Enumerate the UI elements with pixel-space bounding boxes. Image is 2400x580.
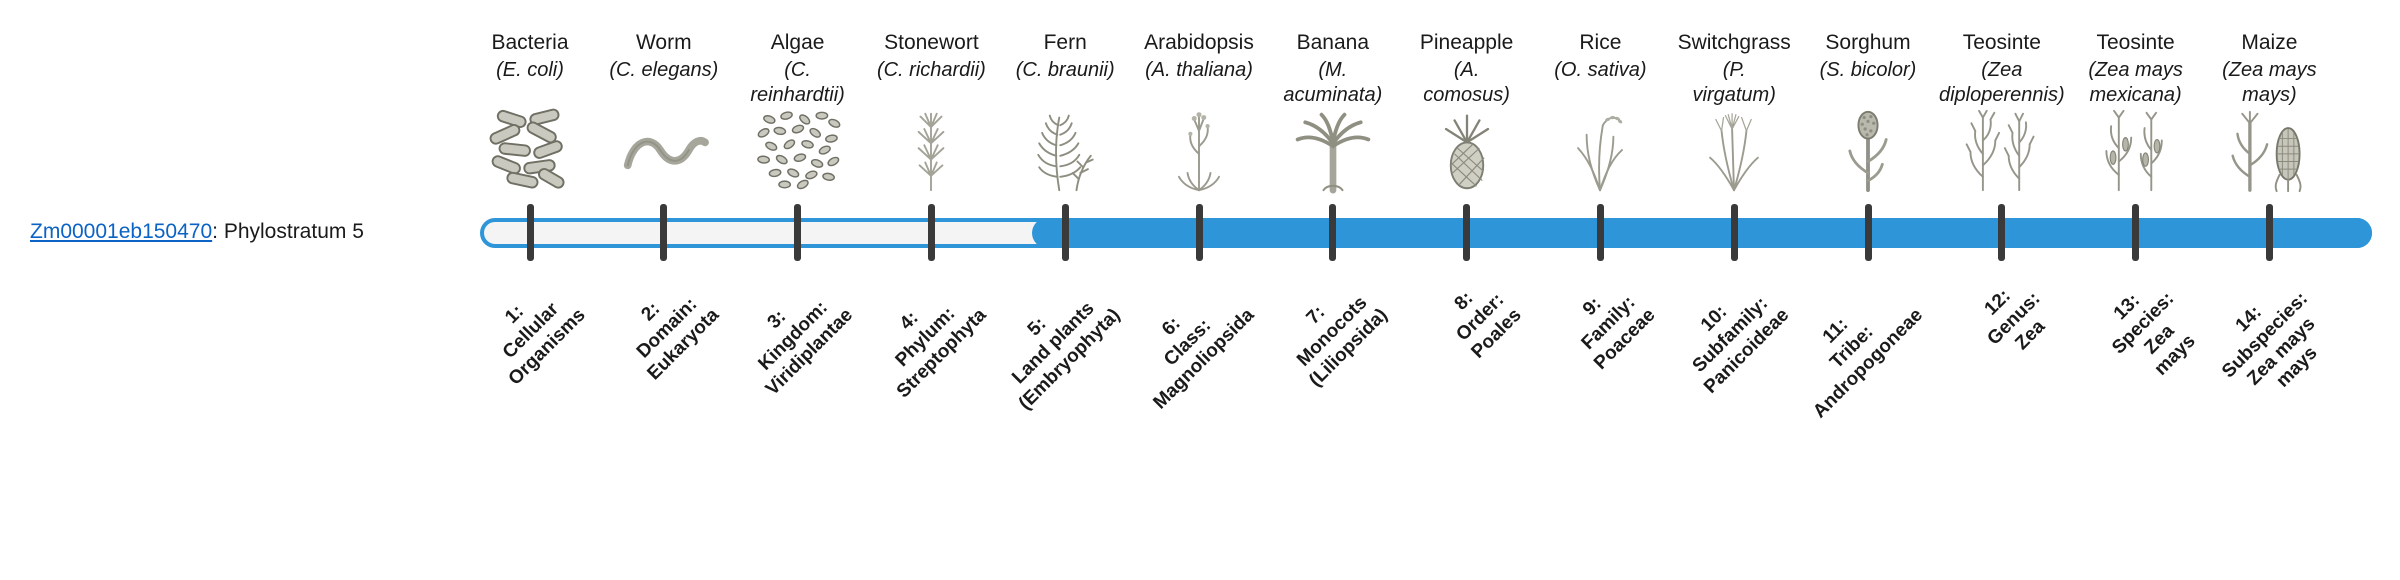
gene-phylostratum-text: : Phylostratum 5 <box>212 220 364 243</box>
species-scientific-name: (M. acuminata) <box>1283 59 1383 106</box>
species-scientific-name: (A. thaliana) <box>1145 59 1253 81</box>
species-scientific-name: (A. comosus) <box>1423 59 1510 106</box>
phylostratum-column: Stonewort (C. richardii) <box>856 30 1006 192</box>
phylostratum-tick <box>1195 204 1203 261</box>
species-scientific-name: (P. virgatum) <box>1692 59 1776 106</box>
phylostratum-tick <box>660 204 668 261</box>
species-common-name: Arabidopsis <box>1144 31 1254 54</box>
phylostratum-column: Worm (C. elegans) <box>589 30 739 170</box>
arabidopsis-icon <box>1124 108 1274 194</box>
species-common-name: Worm <box>635 31 692 54</box>
species-common-name: Maize <box>2241 31 2298 54</box>
phylostratum-tick <box>1998 204 2006 261</box>
phylostratum-tick <box>1596 204 1604 261</box>
banana-icon <box>1258 108 1408 194</box>
bacteria-icon <box>455 108 605 194</box>
phylostratum-column: Rice (O. sativa) <box>1525 30 1675 192</box>
phylostratum-column: Pineapple (A. comosus) <box>1392 30 1542 190</box>
phylostratum-axis-label-wrap: 14: Subspecies: Zea mays mays <box>2041 272 2322 392</box>
species-scientific-name: (C. richardii) <box>876 59 986 81</box>
phylostratum-tick <box>526 204 534 261</box>
phylostratum-tick <box>1061 204 1069 261</box>
species-scientific-name: (C. braunii) <box>1015 59 1115 81</box>
species-scientific-name: (O. sativa) <box>1554 59 1647 81</box>
phylostratum-column: Teosinte (Zea mays mexicana) <box>2061 30 2211 192</box>
phylostratum-tick <box>2265 204 2273 261</box>
phylostratum-column: Arabidopsis (A. thaliana) <box>1124 30 1274 192</box>
phylostratum-tick <box>1864 204 1872 261</box>
sorghum-icon <box>1793 108 1943 194</box>
species-scientific-name: (E. coli) <box>496 59 564 81</box>
phylostratum-column: Teosinte (Zea diploperennis) <box>1927 30 2077 192</box>
phylostratum-axis-label: 14: Subspecies: Zea mays mays <box>2218 288 2323 392</box>
species-common-name: Teosinte <box>1962 31 2041 54</box>
phylostratum-column: Maize (Zea mays mays) <box>2194 30 2344 193</box>
phylostratum-column: Sorghum (S. bicolor) <box>1793 30 1943 193</box>
species-scientific-name: (S. bicolor) <box>1819 59 1917 81</box>
phylostrata-track-fill <box>1032 218 2372 248</box>
species-common-name: Banana <box>1296 31 1369 54</box>
teosinte-diploperennis-icon <box>1927 108 2077 194</box>
stonewort-icon <box>856 108 1006 194</box>
species-common-name: Switchgrass <box>1677 31 1791 54</box>
phylostratum-tick <box>794 204 802 261</box>
species-common-name: Rice <box>1579 31 1622 54</box>
maize-icon <box>2194 108 2344 194</box>
teosinte-mexicana-icon <box>2061 108 2211 194</box>
pineapple-icon <box>1392 108 1542 194</box>
phylostratum-column: Algae (C. reinhardtii) <box>723 30 873 190</box>
species-common-name: Teosinte <box>2096 31 2175 54</box>
species-scientific-name: (C. reinhardtii) <box>750 59 845 106</box>
phylostratum-tick <box>927 204 935 261</box>
gene-link[interactable]: Zm00001eb150470 <box>30 220 213 243</box>
species-scientific-name: (Zea mays mays) <box>2222 59 2317 106</box>
rice-icon <box>1525 108 1675 194</box>
species-common-name: Stonewort <box>884 31 979 54</box>
phylostratum-column: Switchgrass (P. virgatum) <box>1659 30 1809 192</box>
species-common-name: Algae <box>770 31 825 54</box>
phylostratum-tick <box>2132 204 2140 261</box>
phylostratum-tick <box>1329 204 1337 261</box>
species-common-name: Fern <box>1043 31 1087 54</box>
species-common-name: Sorghum <box>1825 31 1911 54</box>
species-scientific-name: (C. elegans) <box>609 59 719 81</box>
fern-icon <box>990 108 1140 194</box>
phylostratum-column: Bacteria (E. coli) <box>455 30 605 189</box>
phylostratum-column: Fern (C. braunii) <box>990 30 1140 192</box>
phylostratum-tick <box>1463 204 1471 261</box>
switchgrass-icon <box>1659 108 1809 194</box>
phylostratum-column: Banana (M. acuminata) <box>1258 30 1408 194</box>
gene-label: Zm00001eb150470: Phylostratum 5 <box>30 220 364 244</box>
species-common-name: Bacteria <box>491 31 569 54</box>
species-common-name: Pineapple <box>1419 31 1514 54</box>
phylostratum-tick <box>1730 204 1738 261</box>
algae-icon <box>723 108 873 194</box>
worm-icon <box>589 108 739 194</box>
species-scientific-name: (Zea diploperennis) <box>1938 59 2065 106</box>
species-scientific-name: (Zea mays mexicana) <box>2088 59 2183 106</box>
